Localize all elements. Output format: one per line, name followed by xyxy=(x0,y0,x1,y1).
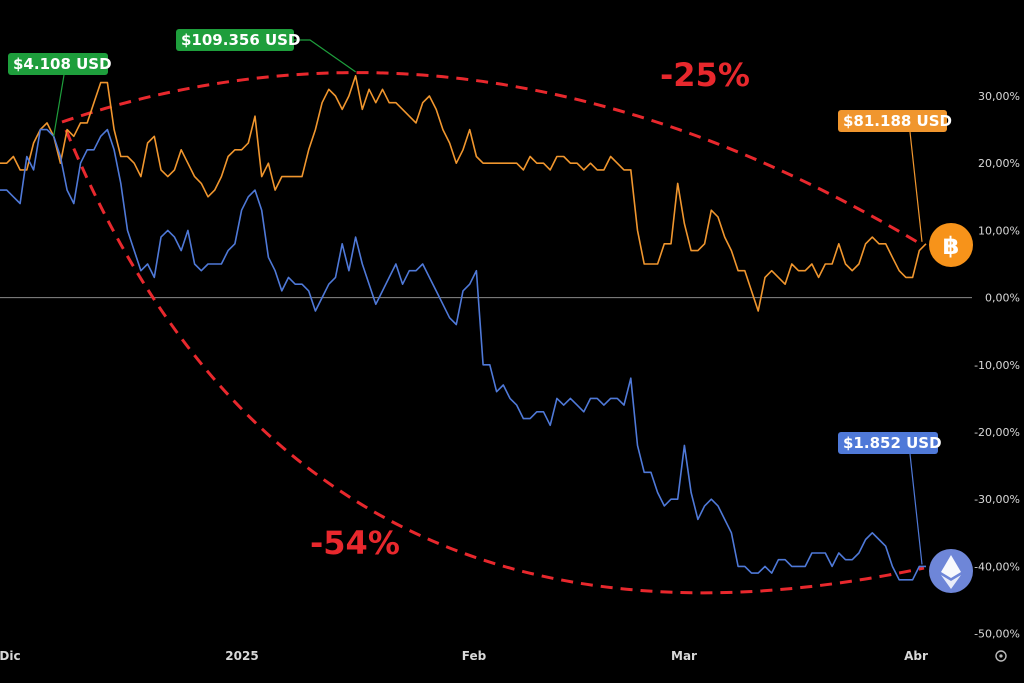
eth-end-price-label-leader xyxy=(909,453,923,565)
x-tick-label: Dic xyxy=(0,649,21,663)
btc-price-line xyxy=(0,75,927,312)
y-tick-label: 0,00% xyxy=(985,292,1020,305)
y-tick-label: -40,00% xyxy=(974,560,1020,573)
y-tick-label: -50,00% xyxy=(974,628,1020,641)
eth-peak-price-label: $4.108 USD xyxy=(13,55,112,73)
eth-peak-price-label-leader xyxy=(53,74,65,137)
gear-icon-ring xyxy=(995,650,1007,662)
x-tick-label: Feb xyxy=(462,649,487,663)
ethereum-icon-lower xyxy=(941,575,961,589)
eth-trend-curve xyxy=(64,129,925,595)
gear-icon-hub xyxy=(999,654,1003,658)
btc-end-price-label: $81.188 USD xyxy=(843,112,952,130)
series-lines xyxy=(0,75,927,581)
trend-curves xyxy=(61,71,925,595)
gear-icon xyxy=(995,650,1007,662)
x-tick-label: Abr xyxy=(904,649,928,663)
btc-end-price-label-box xyxy=(838,110,947,132)
ethereum-icon xyxy=(929,549,973,593)
y-tick-label: 20,00% xyxy=(978,157,1020,170)
bitcoin-icon: ฿ xyxy=(929,223,973,267)
btc-peak-price-label: $109.356 USD xyxy=(181,31,300,49)
btc-peak-price-label-leader xyxy=(294,39,356,73)
y-tick-label: -20,00% xyxy=(974,426,1020,439)
y-tick-label: 10,00% xyxy=(978,224,1020,237)
btc-trend-curve xyxy=(61,71,925,248)
ethereum-icon-upper xyxy=(941,555,961,578)
axes: 30,00% 20,00% 10,00% 0,00% -10,00% -20,00% -30… xyxy=(0,90,1020,663)
chart-labels: $4.108 USD $109.356 USD $81.188 USD $1.852 … xyxy=(8,29,952,565)
eth-price-line xyxy=(0,128,926,581)
y-tick-label: -10,00% xyxy=(974,359,1020,372)
coin-icons: ฿ xyxy=(929,223,973,593)
x-tick-label: 2025 xyxy=(225,649,258,663)
bitcoin-icon-glyph: ฿ xyxy=(943,232,960,260)
btc-decline-label: -25% xyxy=(660,56,750,94)
btc-end-price-label-leader xyxy=(909,131,923,242)
y-tick-label: -30,00% xyxy=(974,493,1020,506)
eth-decline-label: -54% xyxy=(310,524,400,562)
eth-end-price-label-box xyxy=(838,432,938,454)
y-tick-label: 30,00% xyxy=(978,90,1020,103)
eth-end-price-label: $1.852 USD xyxy=(843,434,942,452)
btc-peak-price-label-box xyxy=(176,29,294,51)
x-tick-label: Mar xyxy=(671,649,697,663)
eth-peak-price-label-box xyxy=(8,53,108,75)
bitcoin-icon-disc xyxy=(929,223,973,267)
